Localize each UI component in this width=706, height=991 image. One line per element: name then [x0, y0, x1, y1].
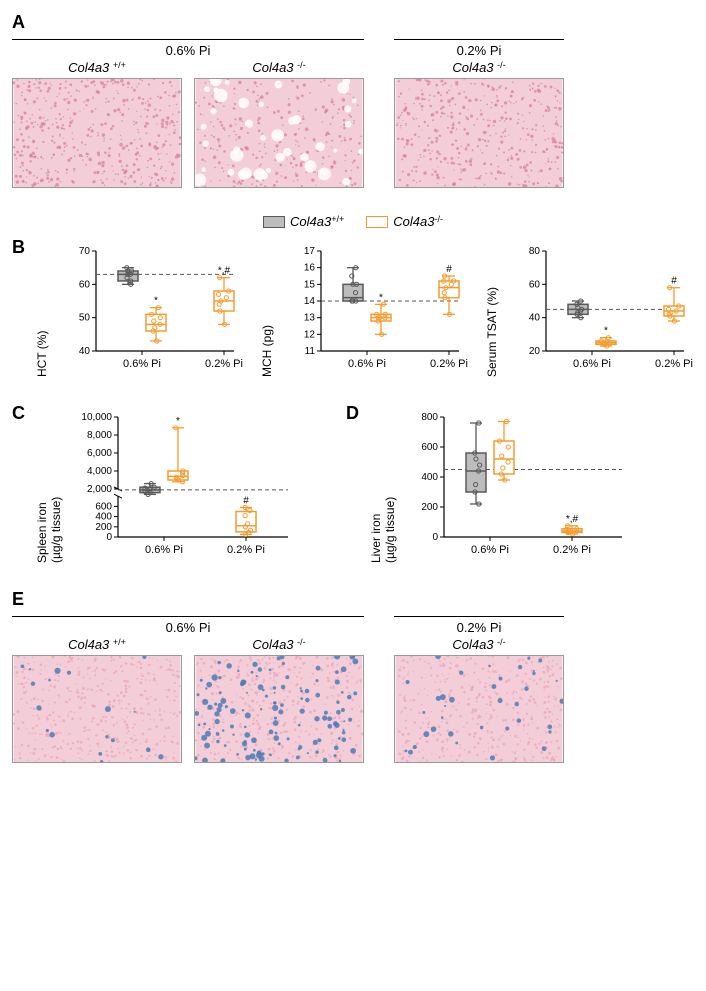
svg-text:60: 60	[529, 279, 541, 290]
legend-ko-sup: -/-	[434, 214, 443, 224]
svg-text:*: *	[604, 326, 608, 337]
svg-text:11: 11	[305, 346, 316, 357]
svg-text:12: 12	[304, 329, 316, 340]
svg-text:*,#: *,#	[566, 514, 579, 525]
svg-text:600: 600	[95, 501, 112, 512]
svg-text:0.2% Pi: 0.2% Pi	[227, 544, 265, 556]
panel-a: A 0.6% PiCol4a3 +/+Col4a3 -/-0.2% PiCol4…	[12, 12, 694, 188]
svg-text:*,#: *,#	[218, 266, 231, 277]
svg-text:14: 14	[304, 296, 316, 307]
panel-a-label: A	[12, 12, 694, 33]
panel-c-label: C	[12, 403, 25, 424]
svg-text:0.6% Pi: 0.6% Pi	[471, 544, 509, 556]
svg-text:0.6% Pi: 0.6% Pi	[348, 358, 386, 370]
svg-text:0.6% Pi: 0.6% Pi	[123, 358, 161, 370]
svg-text:*: *	[379, 292, 383, 303]
svg-text:0: 0	[106, 532, 112, 543]
svg-text:200: 200	[95, 522, 112, 533]
legend-wt: Col4a3+/+	[263, 214, 344, 229]
panel-b-label: B	[12, 237, 25, 258]
svg-text:13: 13	[304, 313, 316, 324]
legend-ko-text: Col4a3	[393, 214, 434, 229]
legend-ko-swatch	[366, 216, 388, 228]
svg-text:600: 600	[421, 442, 438, 453]
svg-text:2,000: 2,000	[87, 484, 112, 495]
panel-d-chart: Liver iron(µg/g tissue)02004006008000.6%…	[369, 403, 630, 563]
svg-text:400: 400	[421, 472, 438, 483]
svg-text:0.2% Pi: 0.2% Pi	[430, 358, 468, 370]
svg-text:15: 15	[304, 279, 316, 290]
panel-e-label: E	[12, 589, 694, 610]
svg-text:#: #	[671, 276, 677, 287]
svg-text:80: 80	[529, 246, 541, 257]
svg-text:*: *	[176, 416, 180, 427]
svg-text:200: 200	[421, 502, 438, 513]
svg-text:0: 0	[432, 532, 438, 543]
panel-e-histology: 0.6% PiCol4a3 +/+Col4a3 -/-0.2% PiCol4a3…	[12, 616, 694, 763]
svg-text:400: 400	[95, 512, 112, 523]
legend-wt-swatch	[263, 216, 285, 228]
svg-text:16: 16	[304, 263, 316, 274]
svg-text:6,000: 6,000	[87, 448, 112, 459]
panel-b-charts: HCT (%)40506070*0.6% Pi*,#0.2% PiMCH (pg…	[35, 237, 692, 377]
legend-wt-text: Col4a3	[290, 214, 331, 229]
svg-text:0.6% Pi: 0.6% Pi	[573, 358, 611, 370]
legend: Col4a3+/+ Col4a3-/-	[12, 214, 694, 229]
svg-text:17: 17	[304, 246, 316, 257]
svg-text:0.2% Pi: 0.2% Pi	[553, 544, 591, 556]
panel-c-chart: Spleen iron(µg/g tissue)02004006002,0004…	[35, 403, 296, 563]
svg-text:#: #	[243, 495, 249, 506]
panel-cd: C Spleen iron(µg/g tissue)02004006002,00…	[12, 403, 694, 563]
svg-text:60: 60	[79, 279, 91, 290]
svg-text:40: 40	[529, 313, 541, 324]
svg-text:0.2% Pi: 0.2% Pi	[205, 358, 243, 370]
svg-text:10,000: 10,000	[81, 412, 112, 423]
svg-text:*: *	[154, 296, 158, 307]
panel-e: E 0.6% PiCol4a3 +/+Col4a3 -/-0.2% PiCol4…	[12, 589, 694, 763]
panel-d-label: D	[346, 403, 359, 424]
svg-text:70: 70	[79, 246, 91, 257]
svg-text:50: 50	[79, 313, 91, 324]
svg-text:40: 40	[79, 346, 91, 357]
svg-text:0.2% Pi: 0.2% Pi	[655, 358, 693, 370]
svg-text:800: 800	[421, 412, 438, 423]
svg-text:8,000: 8,000	[87, 430, 112, 441]
legend-ko: Col4a3-/-	[366, 214, 443, 229]
panel-a-histology: 0.6% PiCol4a3 +/+Col4a3 -/-0.2% PiCol4a3…	[12, 39, 694, 188]
legend-wt-sup: +/+	[331, 214, 344, 224]
svg-text:0.6% Pi: 0.6% Pi	[145, 544, 183, 556]
svg-text:#: #	[446, 264, 452, 275]
panel-b: Col4a3+/+ Col4a3-/- B HCT (%)40506070*0.…	[12, 214, 694, 377]
svg-text:4,000: 4,000	[87, 466, 112, 477]
svg-text:20: 20	[529, 346, 541, 357]
